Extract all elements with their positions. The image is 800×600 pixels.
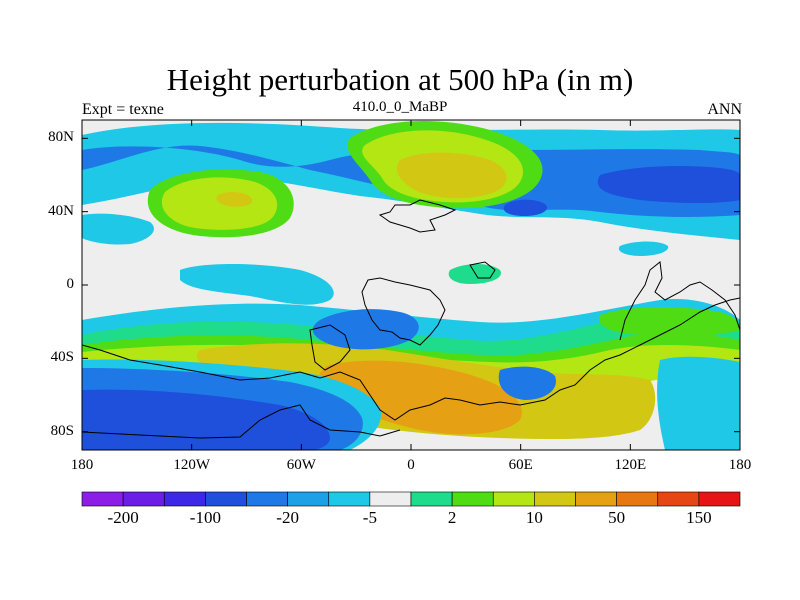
colorbar-label: 2: [447, 508, 457, 527]
time-label: 410.0_0_MaBP: [352, 99, 448, 115]
coast-southamerica: [309, 324, 351, 371]
colorbar-swatch: [369, 491, 412, 507]
lon-label: 120W: [173, 457, 210, 473]
coast-south-gondwana: [82, 297, 740, 421]
axis-ticks: [81, 120, 741, 450]
coast-arabia: [469, 261, 496, 279]
colorbar-swatch: [81, 491, 124, 507]
lat-label: 0: [66, 276, 75, 292]
colorbar: [81, 491, 741, 507]
season-label: ANN: [707, 101, 742, 118]
colorbar-swatch: [410, 491, 453, 507]
contour-field: [82, 120, 740, 450]
contour-south-orange: [318, 360, 522, 435]
lat-label: 40S: [50, 349, 74, 366]
contour-north-darkblue: [597, 166, 740, 203]
colorbar-swatch: [657, 491, 700, 507]
contour-patch-3: [180, 264, 334, 305]
colorbar-label: 10: [525, 508, 543, 527]
colorbar-swatch: [328, 491, 371, 507]
contour-eq-blue: [312, 309, 419, 350]
colorbar-swatch: [575, 491, 617, 507]
lon-label: 60W: [286, 457, 316, 473]
lon-label: 180: [728, 457, 752, 473]
colorbar-swatch: [534, 491, 576, 507]
colorbar-label: -100: [189, 508, 221, 527]
experiment-label: Expt = texne: [82, 101, 164, 118]
colorbar-label: -200: [107, 508, 139, 527]
contour-patch-4: [448, 264, 501, 284]
colorbar-swatch: [163, 491, 206, 507]
lat-label: 80N: [48, 129, 74, 146]
colorbar-label: -20: [276, 508, 299, 527]
colorbar-label: 150: [686, 508, 712, 527]
colorbar-swatch: [451, 491, 494, 507]
lat-label: 40N: [48, 202, 74, 219]
lat-label: 80S: [50, 422, 74, 439]
coast-asia: [619, 261, 740, 341]
contour-nam-olive: [216, 191, 253, 207]
lon-label: 180: [70, 457, 94, 473]
contour-so-cyan-right: [657, 356, 740, 450]
lon-label: 60E: [508, 457, 533, 473]
lon-label: 0: [407, 457, 415, 473]
chart-title: Height perturbation at 500 hPa (in m): [166, 62, 634, 97]
coast-africa: [361, 277, 446, 346]
contour-north-darkblue-2: [503, 199, 548, 216]
contour-patch-1: [82, 213, 154, 245]
contour-natl-olive: [396, 152, 507, 199]
colorbar-swatch: [246, 491, 288, 507]
colorbar-swatch: [122, 491, 165, 507]
coast-europe: [378, 199, 457, 233]
colorbar-label: 50: [608, 508, 626, 527]
colorbar-swatch: [698, 491, 741, 507]
contour-so-blue-right: [498, 366, 556, 400]
colorbar-swatch: [205, 491, 247, 507]
contour-patch-2: [618, 241, 669, 256]
lon-label: 120E: [614, 457, 647, 473]
coast-antarctic: [82, 404, 401, 439]
colorbar-swatch: [616, 491, 659, 507]
coastlines: [82, 199, 740, 439]
colorbar-label: -5: [362, 508, 377, 527]
contour-eq-green: [599, 307, 740, 337]
colorbar-swatch: [492, 491, 535, 507]
contour-nam-yellowgreen: [161, 177, 278, 230]
colorbar-swatch: [287, 491, 330, 507]
